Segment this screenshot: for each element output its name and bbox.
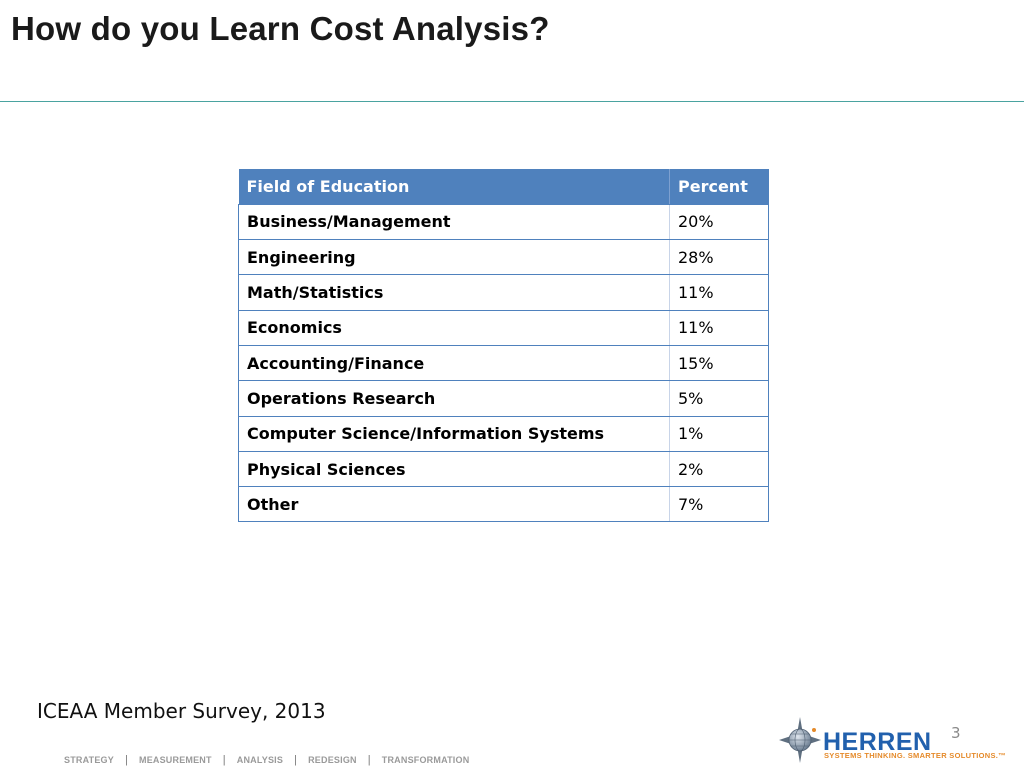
footer-nav-item: STRATEGY (64, 755, 114, 765)
table-row: Operations Research 5% (238, 380, 769, 417)
table-row: Physical Sciences 2% (238, 451, 769, 488)
slide-title: How do you Learn Cost Analysis? (11, 10, 550, 47)
percent-cell: 11% (669, 274, 769, 311)
herren-logo: HERREN SYSTEMS THINKING. SMARTER SOLUTIO… (778, 716, 1024, 766)
percent-cell: 28% (669, 239, 769, 276)
title-divider (0, 101, 1024, 102)
footer-separator: | (124, 754, 128, 766)
source-note: ICEAA Member Survey, 2013 (37, 699, 326, 723)
table-header-row: Field of Education Percent (238, 169, 769, 205)
percent-cell: 11% (669, 310, 769, 346)
table-row: Engineering 28% (238, 239, 769, 276)
field-cell: Economics (238, 310, 670, 346)
column-header-field: Field of Education (238, 169, 670, 205)
field-cell: Math/Statistics (238, 274, 670, 311)
percent-cell: 1% (669, 416, 769, 452)
field-cell: Accounting/Finance (238, 345, 670, 382)
table-row: Other 7% (238, 486, 769, 523)
column-header-percent: Percent (669, 169, 769, 205)
field-cell: Engineering (238, 239, 670, 276)
table-row: Business/Management 20% (238, 204, 769, 241)
footer-separator: | (294, 754, 298, 766)
footer-nav-item: TRANSFORMATION (381, 755, 470, 765)
percent-cell: 20% (669, 204, 769, 241)
table-row: Accounting/Finance 15% (238, 345, 769, 382)
footer-nav: STRATEGY | MEASUREMENT | ANALYSIS | REDE… (64, 754, 469, 766)
table-row: Computer Science/Information Systems 1% (238, 416, 769, 452)
footer-nav-item: ANALYSIS (236, 755, 284, 765)
footer-separator: | (222, 754, 226, 766)
page-number: 3 (951, 724, 961, 742)
footer-nav-item: REDESIGN (308, 755, 357, 765)
percent-cell: 7% (669, 486, 769, 523)
logo-tagline: SYSTEMS THINKING. SMARTER SOLUTIONS.™ (824, 751, 1006, 760)
education-table: Field of Education Percent Business/Mana… (238, 169, 769, 523)
percent-cell: 5% (669, 380, 769, 417)
field-cell: Business/Management (238, 204, 670, 241)
footer-separator: | (367, 754, 371, 766)
percent-cell: 15% (669, 345, 769, 382)
footer-nav-item: MEASUREMENT (139, 755, 212, 765)
field-cell: Other (238, 486, 670, 523)
field-cell: Computer Science/Information Systems (238, 416, 670, 452)
table-row: Economics 11% (238, 310, 769, 346)
percent-cell: 2% (669, 451, 769, 488)
field-cell: Operations Research (238, 380, 670, 417)
table-row: Math/Statistics 11% (238, 274, 769, 311)
logo-wordmark: HERREN (823, 728, 932, 756)
field-cell: Physical Sciences (238, 451, 670, 488)
herren-star-globe-icon (779, 717, 821, 763)
